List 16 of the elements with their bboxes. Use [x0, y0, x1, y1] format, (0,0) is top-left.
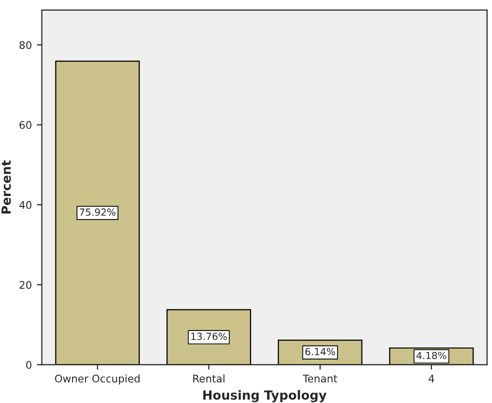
- data-label: 13.76%: [191, 332, 227, 340]
- data-label: 4.18%: [416, 352, 446, 360]
- data-label: 6.14%: [305, 348, 336, 356]
- x-tick-label: 4: [428, 374, 434, 382]
- x-tick-label: Owner Occupied: [55, 374, 140, 385]
- y-tick-label: 20: [20, 280, 32, 289]
- x-axis-title: Housing Typology: [203, 390, 327, 402]
- x-tick-label: Tenant: [302, 374, 338, 382]
- x-tick-label: Rental: [193, 374, 224, 382]
- y-tick-label: 0: [26, 360, 32, 369]
- y-tick-label: 80: [20, 41, 32, 49]
- y-axis-title: Percent: [2, 160, 11, 214]
- y-tick-label: 60: [20, 121, 32, 129]
- bar: [55, 60, 140, 365]
- y-tick-label: 40: [19, 201, 32, 209]
- data-label: 75.92%: [80, 208, 116, 216]
